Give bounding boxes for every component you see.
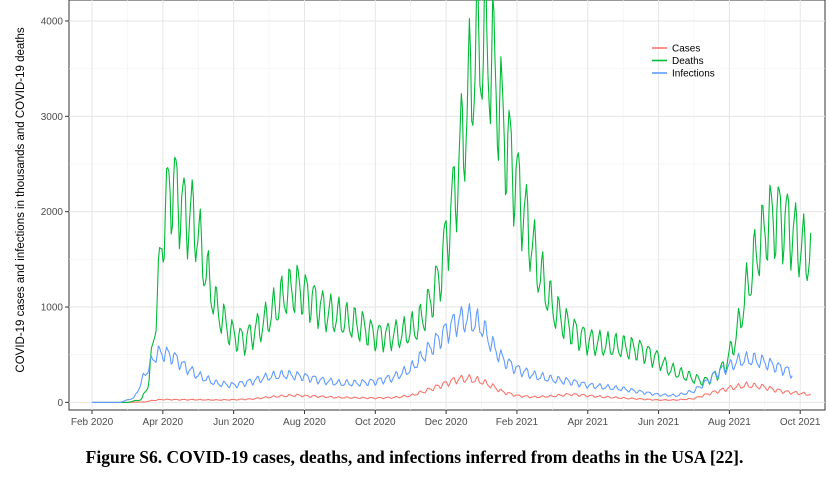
- x-tick-label: Aug 2020: [283, 417, 326, 428]
- series-line-cases: [92, 373, 812, 403]
- series-line-infections: [92, 303, 793, 403]
- y-tick-label: 4000: [41, 16, 64, 27]
- x-tick-label: Oct 2021: [780, 417, 821, 428]
- plot-panel: [68, 0, 826, 411]
- series-line-deaths: [92, 0, 812, 403]
- x-tick-label: Apr 2020: [143, 417, 184, 428]
- legend-label-infections: Infections: [672, 69, 715, 80]
- figure-caption: Figure S6. COVID-19 cases, deaths, and i…: [85, 447, 744, 467]
- legend-label-cases: Cases: [672, 44, 700, 55]
- x-tick-label: Jun 2021: [638, 417, 680, 428]
- x-tick-label: Oct 2020: [355, 417, 396, 428]
- x-tick-label: Dec 2020: [425, 417, 468, 428]
- chart: 0 1000 2000 3000 4000 Feb 2020 Apr 2020 Jun 202…: [15, 0, 826, 428]
- x-tick-label: Aug 2021: [708, 417, 751, 428]
- y-tick-label: 0: [57, 398, 63, 409]
- x-tick-label: Feb 2021: [496, 417, 539, 428]
- y-tick-label: 3000: [41, 112, 64, 123]
- x-tick-label: Jun 2020: [213, 417, 255, 428]
- legend-label-deaths: Deaths: [672, 56, 704, 67]
- x-tick-label: Apr 2021: [567, 417, 608, 428]
- y-tick-label: 2000: [41, 207, 64, 218]
- y-tick-label: 1000: [41, 303, 64, 314]
- y-axis-label: COVID-19 cases and infections in thousan…: [15, 27, 27, 372]
- x-tick-label: Feb 2020: [71, 417, 114, 428]
